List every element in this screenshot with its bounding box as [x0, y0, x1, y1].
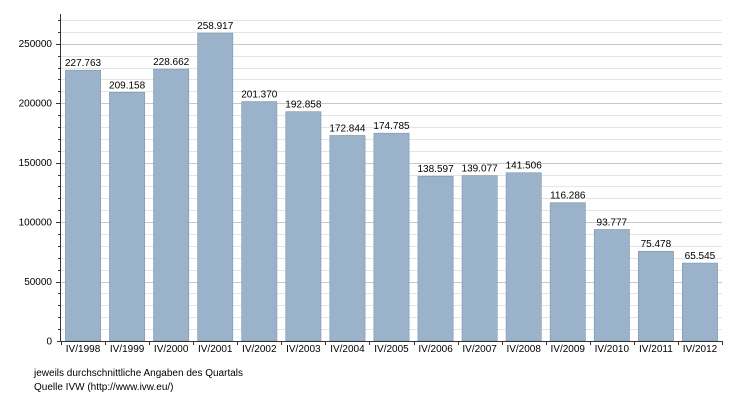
value-label: 116.286 [550, 191, 586, 202]
value-label: 93.777 [597, 217, 628, 228]
x-tick-label: IV/2007 [462, 344, 497, 355]
footnote-source: Quelle IVW (http://www.ivw.eu/) [34, 382, 174, 393]
y-tick-label: 150000 [19, 158, 53, 169]
bar-iv-2005 [373, 132, 410, 342]
value-label: 192.858 [285, 100, 322, 111]
bar-iv-2007 [461, 175, 498, 342]
value-labels: 227.763 209.158 228.662 258.917 201.370 192.8… [65, 21, 716, 262]
x-tick-label: IV/2012 [683, 344, 718, 355]
value-label: 227.763 [65, 58, 102, 69]
x-tick-label: IV/2001 [198, 344, 233, 355]
y-tick-label: 50000 [24, 277, 52, 288]
x-tick-label: IV/2002 [242, 344, 277, 355]
value-label: 138.597 [417, 164, 454, 175]
value-label: 174.785 [373, 121, 410, 132]
x-tick-label: IV/2010 [595, 344, 630, 355]
value-label: 172.844 [329, 123, 366, 134]
bar-iv-2003 [285, 111, 322, 342]
bar-iv-2008 [505, 172, 542, 342]
bar-iv-2011 [637, 250, 674, 342]
value-label: 201.370 [241, 90, 278, 101]
y-tick-label: 100000 [19, 218, 53, 229]
bar-iv-2004 [329, 135, 366, 342]
value-label: 139.077 [462, 164, 499, 175]
x-tick-label: IV/2006 [418, 344, 453, 355]
x-tick-label: IV/2004 [330, 344, 365, 355]
bar-iv-2000 [153, 68, 190, 342]
value-label: 141.506 [506, 161, 543, 172]
x-tick-label: IV/2003 [286, 344, 321, 355]
footnote-averages: jeweils durchschnittliche Angaben des Qu… [34, 368, 244, 379]
y-tick-labels: 0 50000 100000 150000 200000 250000 [19, 39, 53, 347]
x-tick-label: IV/2009 [551, 344, 586, 355]
x-tick-label: IV/2008 [506, 344, 541, 355]
x-tick-label: IV/2011 [639, 344, 673, 355]
value-label: 228.662 [153, 57, 190, 68]
axes [56, 14, 723, 345]
y-tick-label: 0 [46, 337, 52, 348]
value-label: 209.158 [109, 80, 146, 91]
bar-iv-2009 [549, 202, 586, 342]
x-tick-label: IV/1999 [110, 344, 145, 355]
y-tick-label: 250000 [19, 39, 53, 50]
y-tick-label: 200000 [19, 99, 53, 110]
bar-iv-2006 [417, 175, 454, 342]
x-tick-label: IV/1998 [66, 344, 101, 355]
bar-iv-1998 [65, 69, 101, 342]
bar-iv-1999 [109, 91, 146, 342]
bar-iv-2010 [593, 229, 630, 342]
bar-iv-2012 [682, 262, 718, 342]
value-label: 258.917 [197, 21, 234, 32]
value-label: 75.478 [641, 239, 672, 250]
x-tick-labels: IV/1998 IV/1999 IV/2000 IV/2001 IV/2002 IV/20… [66, 344, 718, 355]
bars [65, 32, 718, 342]
x-tick-label: IV/2005 [374, 344, 409, 355]
x-tick-label: IV/2000 [154, 344, 189, 355]
bar-iv-2002 [241, 101, 278, 342]
bar-iv-2001 [197, 32, 234, 342]
value-label: 65.545 [685, 251, 716, 262]
